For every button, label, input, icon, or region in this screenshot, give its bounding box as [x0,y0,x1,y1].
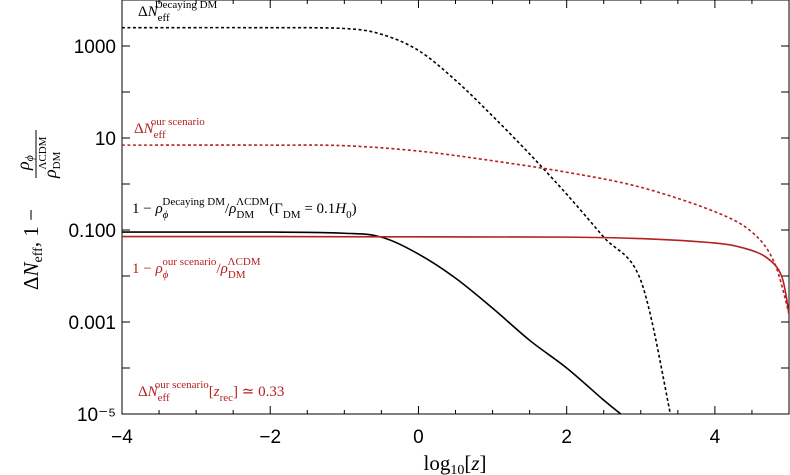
series-rho-decaying [122,231,622,414]
annotation-rho-decaying: 1 − ρϕDecaying DM/ρDMΛCDM(ΓDM = 0.1H0) [132,196,357,221]
annotation-dneff-decaying: ΔNeffDecaying DM [138,0,218,24]
x-tick-label: −4 [111,427,133,448]
svg-text:ρDMΛCDM: ρDMΛCDM [37,136,63,179]
y-tick-label: 10 [95,129,116,150]
y-tick-label: 10⁻⁵ [77,405,116,426]
svg-text:ΔNeff, 1 −: ΔNeff, 1 − [19,209,46,290]
series-curves [122,26,789,414]
annotation-rho-ours: 1 − ρϕour scenario/ρDMΛCDM [132,256,261,281]
y-tick-label: 0.100 [68,221,116,242]
x-tick-label: 2 [561,427,572,448]
x-tick-label: 0 [413,427,424,448]
y-tick-label: 0.001 [68,313,116,334]
y-tick-label: 1000 [74,37,116,58]
y-axis-label: ΔNeff, 1 − ρϕ ρDMΛCDM [13,130,63,290]
series-dneff-decaying [122,26,672,414]
x-tick-label: −2 [259,427,281,448]
x-tick-label: 4 [710,427,721,448]
tick-labels: −4 −2 0 2 4 1000 10 0.100 0.001 10⁻⁵ [68,37,720,448]
x-axis-label: log10[z] [423,451,486,475]
annotation-zrec: ΔNeffour scenario[zrec] ≃ 0.33 [138,379,284,404]
series-dneff-ours [122,144,789,315]
series-rho-ours [122,235,789,315]
annotation-dneff-ours: ΔNeffour scenario [134,116,205,141]
svg-text:ρϕ: ρϕ [13,155,36,171]
